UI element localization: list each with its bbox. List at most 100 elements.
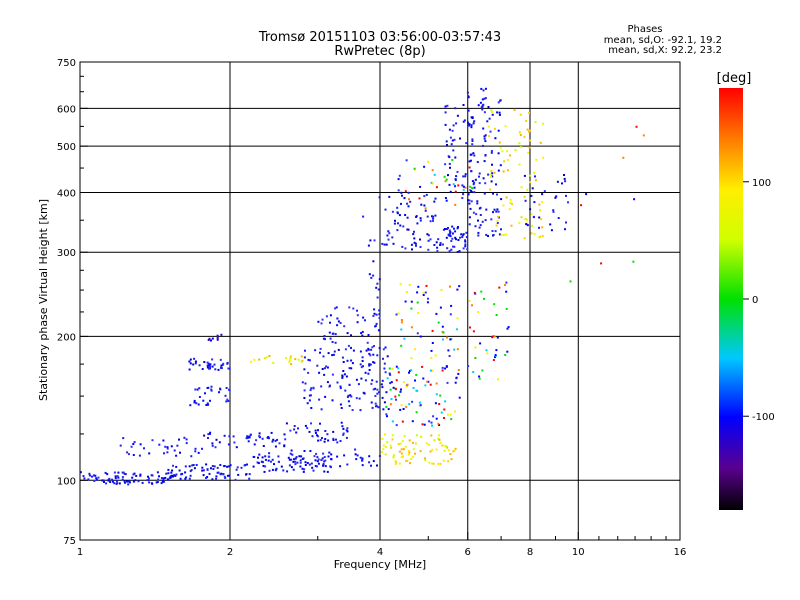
data-point	[497, 101, 500, 104]
data-point	[290, 363, 293, 366]
data-point	[444, 180, 447, 183]
data-point	[410, 357, 413, 360]
data-point	[192, 363, 195, 366]
data-point	[468, 160, 471, 163]
data-point	[101, 479, 104, 482]
data-point	[299, 461, 302, 464]
data-point	[438, 438, 441, 441]
data-point	[375, 286, 378, 289]
data-point	[151, 439, 154, 442]
data-point	[424, 457, 426, 460]
data-point	[360, 332, 363, 335]
data-point	[297, 427, 299, 430]
data-point	[364, 379, 367, 382]
data-point	[473, 186, 476, 189]
data-point	[320, 322, 323, 325]
data-point	[368, 273, 371, 276]
data-point	[380, 383, 383, 386]
data-point	[386, 441, 389, 444]
data-point	[433, 439, 436, 442]
data-point	[346, 396, 349, 398]
data-point	[497, 129, 500, 132]
data-point	[396, 229, 399, 232]
data-point	[491, 172, 494, 175]
data-point	[542, 122, 544, 125]
data-point	[446, 413, 449, 416]
data-point	[426, 233, 429, 236]
data-point	[528, 139, 531, 142]
data-point	[495, 224, 498, 227]
data-point	[128, 453, 130, 456]
data-point	[446, 104, 449, 107]
data-point	[327, 439, 330, 442]
data-point	[483, 192, 486, 195]
data-point	[391, 438, 394, 441]
data-point	[207, 386, 210, 389]
data-point	[485, 208, 488, 211]
data-point	[164, 476, 167, 479]
data-point	[419, 185, 422, 188]
data-point	[442, 331, 445, 334]
data-point	[336, 381, 339, 384]
data-point	[394, 388, 397, 391]
data-point	[229, 464, 232, 467]
data-point	[194, 388, 197, 391]
data-point	[323, 373, 326, 376]
data-point	[146, 479, 149, 482]
data-point	[443, 175, 446, 178]
data-point	[256, 461, 259, 464]
data-point	[148, 481, 151, 484]
data-point	[362, 215, 365, 218]
data-point	[450, 143, 453, 146]
data-point	[465, 231, 468, 234]
data-point	[332, 437, 335, 440]
data-point	[319, 351, 321, 354]
data-point	[371, 346, 374, 349]
data-point	[400, 344, 403, 347]
data-point	[454, 410, 457, 413]
data-point	[317, 462, 320, 465]
data-point	[194, 450, 197, 453]
data-point	[179, 477, 182, 480]
data-point	[462, 188, 465, 191]
data-point	[506, 150, 508, 153]
data-point	[113, 482, 116, 485]
data-point	[157, 478, 160, 481]
data-point	[148, 477, 150, 480]
data-point	[552, 209, 555, 212]
data-point	[507, 326, 510, 329]
data-point	[252, 465, 255, 468]
data-point	[371, 406, 374, 409]
data-point	[454, 190, 457, 193]
data-point	[394, 463, 397, 465]
data-point	[374, 395, 377, 397]
data-point	[530, 194, 533, 197]
data-point	[493, 208, 496, 211]
data-point	[391, 210, 394, 213]
data-point	[267, 459, 270, 462]
data-point	[455, 238, 457, 241]
data-point	[116, 475, 119, 478]
data-point	[264, 455, 267, 458]
data-point	[341, 376, 344, 379]
data-point	[339, 440, 342, 442]
data-point	[316, 456, 319, 459]
data-point	[386, 234, 389, 237]
data-point	[384, 371, 387, 374]
data-point	[436, 250, 439, 252]
data-point	[397, 178, 400, 181]
data-point	[429, 450, 432, 453]
data-point	[312, 386, 315, 389]
data-point	[376, 388, 379, 391]
data-point	[411, 420, 414, 423]
data-point	[324, 459, 327, 462]
data-point	[407, 205, 410, 208]
data-point	[401, 245, 404, 248]
data-point	[419, 404, 422, 407]
data-point	[282, 469, 285, 472]
data-point	[505, 290, 508, 293]
data-point	[246, 436, 249, 439]
data-point	[465, 142, 468, 145]
data-point	[435, 393, 438, 396]
data-point	[487, 235, 489, 237]
